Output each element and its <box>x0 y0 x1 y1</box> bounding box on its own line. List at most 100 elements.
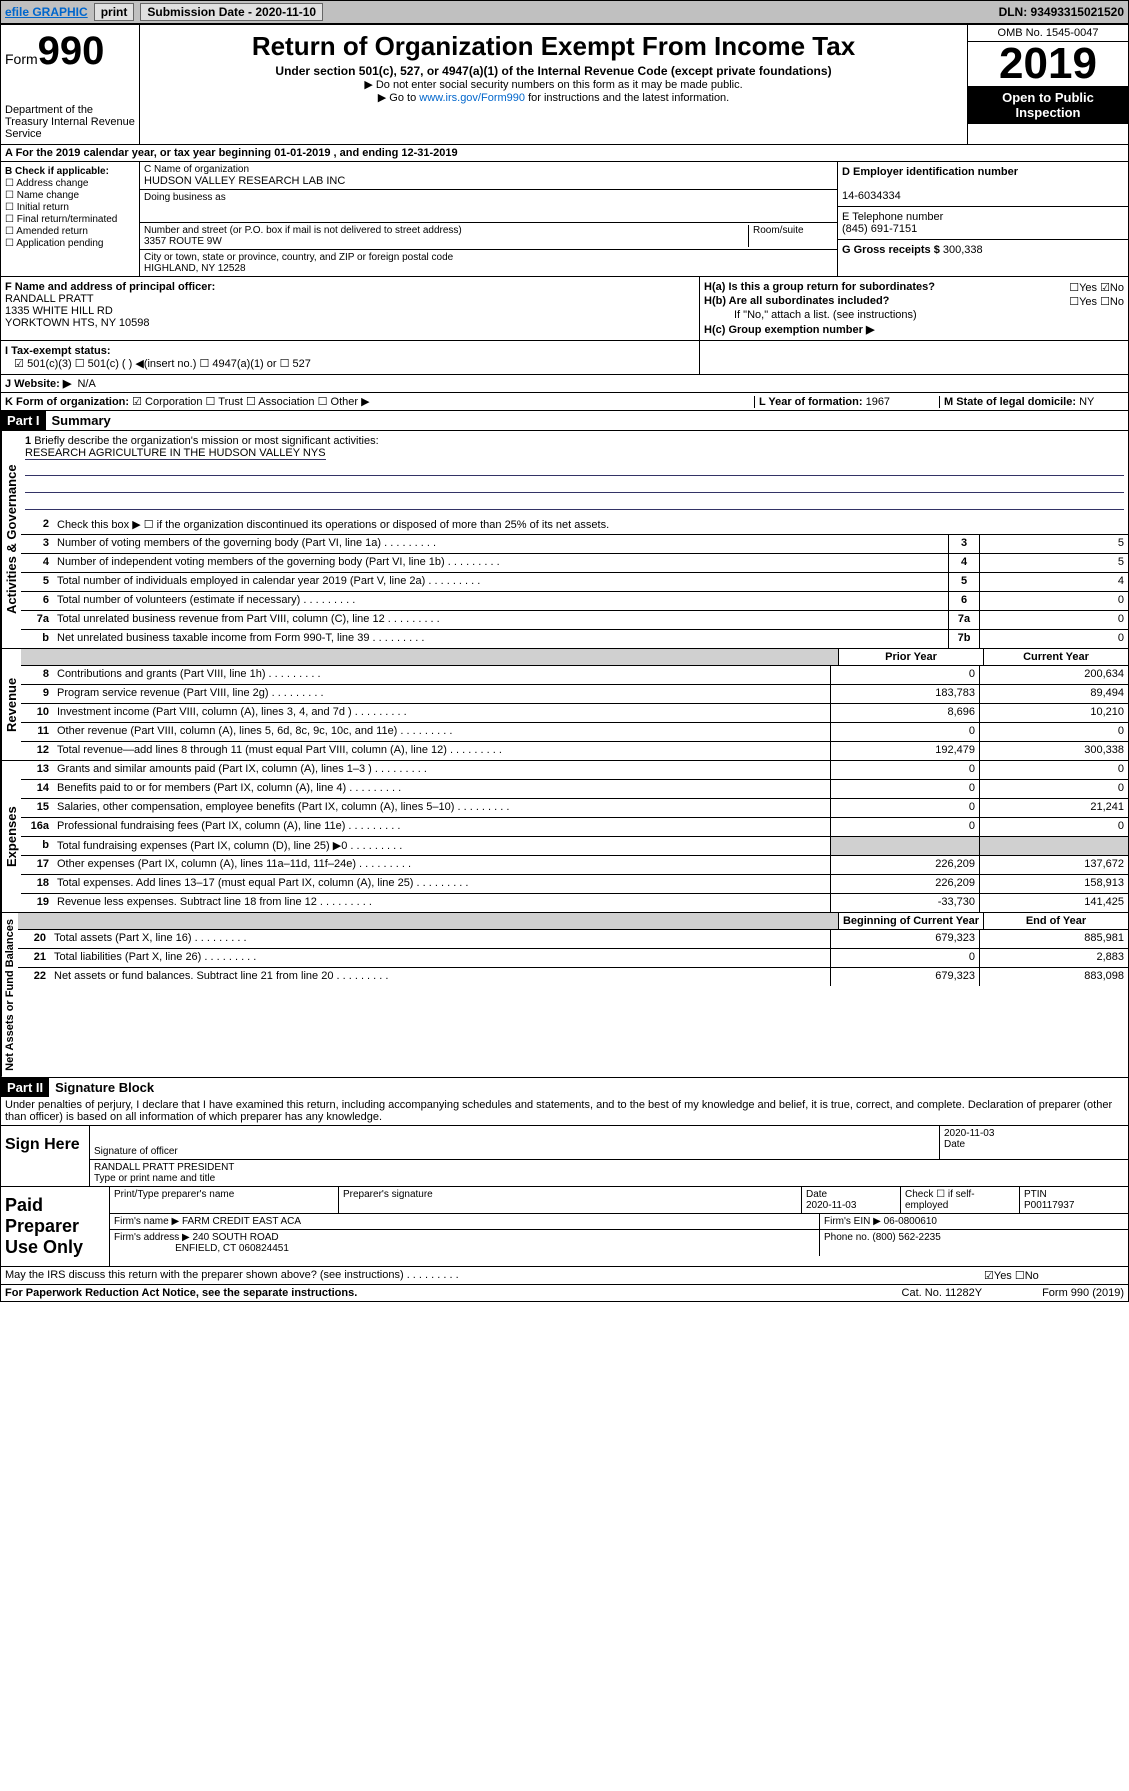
table-row: 20Total assets (Part X, line 16)679,3238… <box>18 930 1128 949</box>
table-row: 9Program service revenue (Part VIII, lin… <box>21 685 1128 704</box>
firm-ein: 06-0800610 <box>884 1216 937 1227</box>
line7a-val: 0 <box>979 611 1128 629</box>
line6-val: 0 <box>979 592 1128 610</box>
signature-label: Signature of officer <box>94 1146 178 1157</box>
hb-note: If "No," attach a list. (see instruction… <box>704 309 1124 321</box>
prep-name-hdr: Print/Type preparer's name <box>110 1187 339 1213</box>
table-row: 8Contributions and grants (Part VIII, li… <box>21 666 1128 685</box>
phone-value: (845) 691-7151 <box>842 223 917 235</box>
ha-label: H(a) Is this a group return for subordin… <box>704 281 935 293</box>
table-row: 18Total expenses. Add lines 13–17 (must … <box>21 875 1128 894</box>
submission-date: Submission Date - 2020-11-10 <box>140 3 323 21</box>
ha-value: ☐Yes ☑No <box>1069 281 1124 294</box>
firm-name: FARM CREDIT EAST ACA <box>182 1216 301 1227</box>
firm-phone: (800) 562-2235 <box>872 1232 940 1243</box>
line4-val: 5 <box>979 554 1128 572</box>
table-row: 15Salaries, other compensation, employee… <box>21 799 1128 818</box>
part2-title: Signature Block <box>55 1080 154 1095</box>
form-title: Return of Organization Exempt From Incom… <box>144 31 963 62</box>
form-label: Form <box>5 51 38 67</box>
table-row: 14Benefits paid to or for members (Part … <box>21 780 1128 799</box>
officer-name: RANDALL PRATT <box>5 293 94 305</box>
firm-address2: ENFIELD, CT 060824451 <box>175 1243 289 1254</box>
tax-year: 2019 <box>968 42 1128 86</box>
line1-desc: Briefly describe the organization's miss… <box>34 435 378 447</box>
prep-sig-hdr: Preparer's signature <box>339 1187 802 1213</box>
website-label: J Website: ▶ <box>5 377 71 390</box>
form-subtitle: Under section 501(c), 527, or 4947(a)(1)… <box>144 64 963 78</box>
chk-name-change[interactable]: ☐ Name change <box>5 190 135 201</box>
year-formation-label: L Year of formation: <box>759 396 863 408</box>
prep-date: 2020-11-03 <box>806 1200 856 1211</box>
tax-exempt-opts: ☑ 501(c)(3) ☐ 501(c) ( ) ◀(insert no.) ☐… <box>14 358 311 370</box>
line7a: Total unrelated business revenue from Pa… <box>53 611 948 629</box>
line6: Total number of volunteers (estimate if … <box>53 592 948 610</box>
ptin: P00117937 <box>1024 1200 1074 1211</box>
penalty-statement: Under penalties of perjury, I declare th… <box>1 1097 1128 1126</box>
section-revenue: Revenue <box>1 649 21 760</box>
chk-address-change[interactable]: ☐ Address change <box>5 178 135 189</box>
gross-receipts-value: 300,338 <box>943 244 983 256</box>
name-label: C Name of organization <box>144 164 249 175</box>
col-prior: Prior Year <box>838 649 983 665</box>
table-row: 10Investment income (Part VIII, column (… <box>21 704 1128 723</box>
mission-text: RESEARCH AGRICULTURE IN THE HUDSON VALLE… <box>25 447 326 460</box>
form-footer: Form 990 (2019) <box>1042 1287 1124 1299</box>
form-number: 990 <box>38 29 105 73</box>
cat-no: Cat. No. 11282Y <box>902 1287 983 1299</box>
sign-date: 2020-11-03 <box>944 1128 994 1139</box>
officer-name-label: Type or print name and title <box>94 1173 215 1184</box>
room-suite-label: Room/suite <box>748 225 833 247</box>
col-current: Current Year <box>983 649 1128 665</box>
domicile-label: M State of legal domicile: <box>944 396 1076 408</box>
section-expenses: Expenses <box>1 761 21 912</box>
table-row: 12Total revenue—add lines 8 through 11 (… <box>21 742 1128 760</box>
form-org-opts: ☑ Corporation ☐ Trust ☐ Association ☐ Ot… <box>132 396 369 408</box>
table-row: 22Net assets or fund balances. Subtract … <box>18 968 1128 986</box>
table-row: bTotal fundraising expenses (Part IX, co… <box>21 837 1128 856</box>
section-governance: Activities & Governance <box>1 431 21 648</box>
table-row: 17Other expenses (Part IX, column (A), l… <box>21 856 1128 875</box>
line5: Total number of individuals employed in … <box>53 573 948 591</box>
irs-link[interactable]: www.irs.gov/Form990 <box>419 92 525 104</box>
hc-label: H(c) Group exemption number ▶ <box>704 324 874 336</box>
efile-link[interactable]: efile GRAPHIC <box>5 5 88 19</box>
form-org-label: K Form of organization: <box>5 396 129 408</box>
officer-signed-name: RANDALL PRATT PRESIDENT <box>94 1162 234 1173</box>
section-b-header: B Check if applicable: <box>5 166 109 177</box>
sign-date-label: Date <box>944 1139 965 1150</box>
line5-val: 4 <box>979 573 1128 591</box>
table-row: 13Grants and similar amounts paid (Part … <box>21 761 1128 780</box>
chk-amended[interactable]: ☐ Amended return <box>5 226 135 237</box>
prep-self-employed: Check ☐ if self-employed <box>901 1187 1020 1213</box>
part1-title: Summary <box>52 413 111 428</box>
year-formation: 1967 <box>866 396 890 408</box>
gross-receipts-label: G Gross receipts $ <box>842 244 940 256</box>
hb-label: H(b) Are all subordinates included? <box>704 295 889 307</box>
table-row: 16aProfessional fundraising fees (Part I… <box>21 818 1128 837</box>
chk-final-return[interactable]: ☐ Final return/terminated <box>5 214 135 225</box>
tax-exempt-label: I Tax-exempt status: <box>5 345 111 357</box>
hb-value: ☐Yes ☐No <box>1069 295 1124 308</box>
table-row: 21Total liabilities (Part X, line 26)02,… <box>18 949 1128 968</box>
sign-here-label: Sign Here <box>1 1126 90 1186</box>
table-row: 11Other revenue (Part VIII, column (A), … <box>21 723 1128 742</box>
ein-value: 14-6034334 <box>842 190 901 202</box>
print-button[interactable]: print <box>94 3 135 21</box>
address-label: Number and street (or P.O. box if mail i… <box>144 225 462 236</box>
chk-app-pending[interactable]: ☐ Application pending <box>5 238 135 249</box>
line7b-val: 0 <box>979 630 1128 648</box>
toolbar: efile GRAPHIC print Submission Date - 20… <box>0 0 1129 24</box>
open-to-public: Open to Public Inspection <box>968 86 1128 124</box>
line3: Number of voting members of the governin… <box>53 535 948 553</box>
phone-label: E Telephone number <box>842 211 943 223</box>
col-end: End of Year <box>983 913 1128 929</box>
line2: Check this box ▶ ☐ if the organization d… <box>53 516 1128 534</box>
section-net-assets: Net Assets or Fund Balances <box>1 913 18 1077</box>
chk-initial-return[interactable]: ☐ Initial return <box>5 202 135 213</box>
line-a: A For the 2019 calendar year, or tax yea… <box>1 145 462 161</box>
note-ssn: ▶ Do not enter social security numbers o… <box>144 78 963 91</box>
discuss-question: May the IRS discuss this return with the… <box>5 1269 984 1281</box>
discuss-answer: ☑Yes ☐No <box>984 1269 1124 1282</box>
street-address: 3357 ROUTE 9W <box>144 236 222 247</box>
